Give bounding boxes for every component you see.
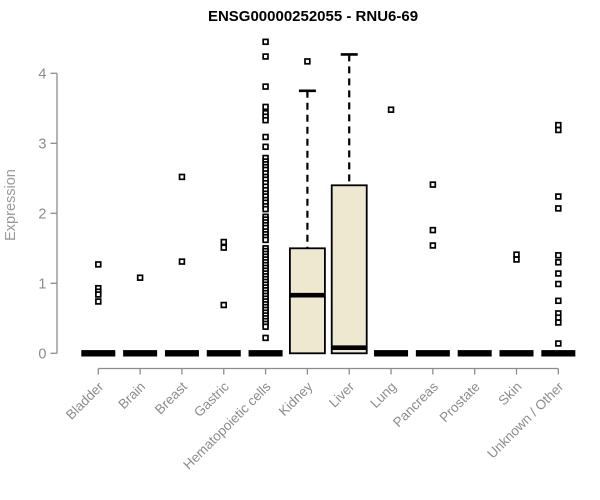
- x-tick-label-breast: Breast: [152, 379, 190, 417]
- x-tick-label-liver: Liver: [326, 379, 358, 411]
- y-axis-label: Expression: [3, 169, 19, 241]
- outlier-point: [555, 259, 562, 266]
- outlier-point: [220, 244, 228, 251]
- outlier-point: [429, 181, 437, 188]
- collapsed-box: [123, 350, 158, 357]
- y-tick-label: 3: [38, 136, 46, 152]
- x-tick-label-unknown-other: Unknown / Other: [484, 379, 567, 462]
- outlier-point: [555, 340, 562, 347]
- outlier-point: [387, 106, 395, 113]
- outlier-point: [555, 126, 562, 134]
- box-pancreas: [415, 181, 450, 357]
- outlier-point: [555, 280, 562, 288]
- outlier-point: [429, 226, 437, 234]
- y-tick-label: 0: [38, 346, 46, 362]
- plot-area: 0 1 2 3 4 Bladder Brain Breast GastricHematopoie…: [38, 38, 576, 472]
- outlier-point: [262, 38, 269, 46]
- x-tick-label-kidney: Kidney: [276, 379, 316, 419]
- box-prostate: [457, 350, 492, 357]
- box-kidney: [288, 58, 326, 355]
- iqr-box: [288, 247, 326, 355]
- outlier-point: [262, 116, 269, 124]
- outlier-point: [555, 319, 562, 326]
- box-breast: [164, 173, 199, 357]
- outlier-point: [178, 173, 186, 181]
- outlier-point: [513, 256, 520, 263]
- collapsed-box: [81, 350, 116, 357]
- collapsed-box: [457, 350, 492, 357]
- outlier-point: [262, 236, 269, 244]
- outlier-point: [555, 270, 562, 277]
- outlier-point: [262, 133, 269, 141]
- collapsed-box: [415, 350, 450, 357]
- outlier-point: [262, 334, 269, 342]
- collapsed-box: [499, 350, 534, 357]
- outlier-point: [136, 274, 144, 281]
- outlier-point: [555, 297, 562, 305]
- outlier-point: [95, 298, 102, 305]
- collapsed-box: [206, 350, 241, 357]
- outlier-point: [220, 238, 228, 246]
- x-tick-label-lung: Lung: [367, 379, 399, 411]
- box-hematopoietic-cells: [248, 38, 283, 357]
- outlier-point: [262, 323, 269, 330]
- outlier-point: [95, 261, 102, 268]
- x-tick-label-pancreas: Pancreas: [390, 379, 441, 430]
- chart-title: ENSG00000252055 - RNU6-69: [208, 8, 418, 25]
- collapsed-box: [374, 350, 409, 357]
- box-gastric: [206, 238, 241, 357]
- outlier-point: [262, 103, 269, 111]
- outlier-point: [262, 83, 269, 90]
- outlier-point: [178, 258, 186, 265]
- box-unknown-other: [541, 121, 576, 357]
- x-tick-label-gastric: Gastric: [191, 379, 232, 420]
- x-tick-label-prostate: Prostate: [437, 379, 483, 425]
- x-tick-label-brain: Brain: [115, 379, 148, 412]
- outlier-point: [262, 53, 269, 60]
- x-tick-label-skin: Skin: [495, 379, 524, 408]
- collapsed-box: [248, 350, 283, 357]
- outlier-point: [220, 301, 228, 309]
- outlier-point: [262, 143, 269, 151]
- box-brain: [123, 274, 158, 357]
- box-liver: [330, 53, 368, 355]
- box-bladder: [81, 261, 116, 357]
- y-tick-label: 1: [38, 276, 46, 292]
- outlier-point: [555, 252, 562, 259]
- y-tick-label: 2: [38, 206, 46, 222]
- y-axis: 0 1 2 3 4: [38, 66, 58, 362]
- collapsed-box: [541, 350, 576, 357]
- collapsed-box: [164, 350, 199, 357]
- box-skin: [499, 251, 534, 357]
- outlier-point: [304, 58, 311, 65]
- outlier-point: [95, 291, 102, 298]
- outlier-point: [262, 205, 269, 213]
- outlier-point: [429, 242, 437, 249]
- outlier-point: [555, 205, 562, 212]
- outlier-point: [555, 193, 562, 200]
- y-tick-label: 4: [38, 66, 46, 82]
- iqr-box: [330, 184, 368, 355]
- x-tick-label-bladder: Bladder: [63, 379, 107, 423]
- box-lung: [374, 106, 409, 357]
